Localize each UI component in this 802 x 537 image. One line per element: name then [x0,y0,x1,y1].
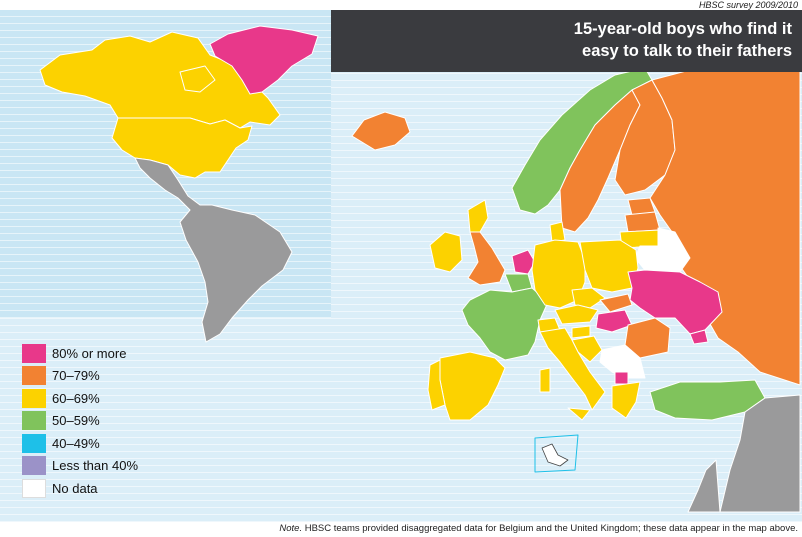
region-slovenia [571,325,591,339]
region-malta [541,443,569,467]
footnote-text: HBSC teams provided disaggregated data f… [304,523,798,534]
title-line-1: 15-year-old boys who find it [573,20,792,38]
legend-label: 70–79% [52,368,100,384]
legend-label: 50–59% [52,413,100,429]
title-line-2: easy to talk to their fathers [582,42,792,60]
region-portugal [427,359,446,411]
region-crimea [689,329,709,345]
region-austria [554,304,599,325]
region-poland [579,239,639,293]
legend-label: No data [52,480,98,496]
legend-label: Less than 40% [52,458,139,474]
region-latvia [624,211,661,233]
legend-item: 70–79% [22,365,138,388]
legend-item: 50–59% [22,410,138,433]
region-france [461,287,549,361]
region-iceland [351,111,411,151]
region-netherlands [511,249,536,275]
region-united-states [111,117,253,179]
region-greenland [209,25,319,95]
region-greece [611,381,641,419]
region-spain [439,351,506,421]
region-baffin-islands [179,65,216,93]
region-czech-republic [571,287,606,309]
region-denmark [549,221,566,243]
map-title: 15-year-old boys who find it easy to tal… [331,10,802,72]
legend-swatch [22,411,46,431]
legend-swatch [22,388,46,408]
legend: 80% or more 70–79% 60–69% 50–59% 40–49% … [22,342,138,500]
region-russia [649,61,801,386]
region-middle-east [719,394,801,513]
legend-item: 60–69% [22,387,138,410]
region-macedonia [614,371,629,385]
legend-item: 80% or more [22,342,138,365]
region-malta-inset-frame [534,434,579,473]
region-north-africa [687,459,721,513]
source-label: HBSC survey 2009/2010 [698,0,798,10]
footnote: Note. HBSC teams provided disaggregated … [279,523,798,534]
legend-label: 60–69% [52,390,100,406]
legend-swatch [22,433,46,453]
region-england [467,231,506,286]
region-sicily [567,407,591,421]
region-slovakia [599,293,633,313]
region-balkans-no-data [599,344,646,379]
legend-item: 40–49% [22,432,138,455]
region-hungary [595,309,633,333]
legend-item: Less than 40% [22,455,138,478]
region-scotland [467,199,489,233]
region-canada [39,31,281,129]
legend-swatch [22,343,46,363]
footnote-lead: Note. [279,523,303,534]
region-sardinia [539,367,551,393]
legend-swatch [22,366,46,386]
region-ireland [429,231,463,273]
legend-label: 40–49% [52,435,100,451]
region-central-south-america [134,157,293,343]
legend-swatch [22,478,46,498]
legend-item: No data [22,477,138,500]
legend-swatch [22,456,46,476]
region-italy [539,327,606,411]
legend-label: 80% or more [52,345,127,361]
